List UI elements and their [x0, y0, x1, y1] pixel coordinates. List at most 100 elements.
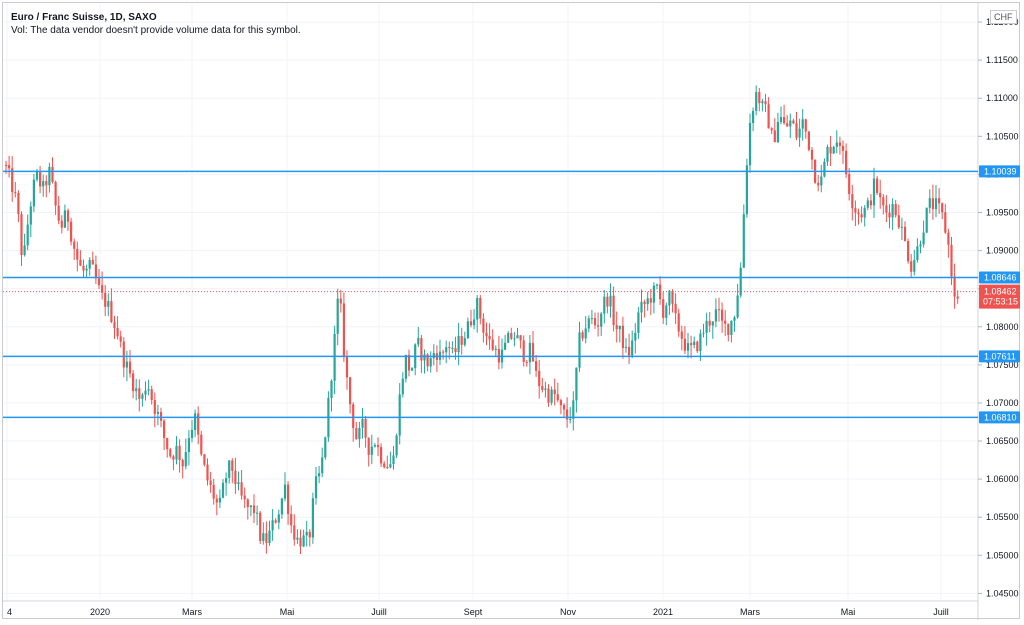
level-label-3: 1.06810 [984, 412, 1017, 422]
candle-body-233 [727, 323, 730, 335]
candle-body-121 [380, 447, 383, 464]
candle-body-58 [184, 452, 187, 467]
candle-body-259 [807, 131, 810, 150]
candlestick-chart[interactable]: 1.120001.115001.110001.105001.100001.095… [3, 3, 1021, 620]
candle-body-204 [637, 312, 640, 333]
chart-header: Euro / Franc Suisse, 1D, SAXO Vol: The d… [11, 11, 301, 37]
candle-body-112 [352, 404, 355, 429]
candle-body-145 [454, 347, 457, 353]
candle-body-169 [528, 343, 531, 363]
candle-body-193 [603, 296, 606, 314]
candle-body-157 [491, 339, 494, 350]
candle-body-153 [479, 297, 482, 319]
candle-body-40 [128, 361, 132, 374]
candle-body-122 [383, 463, 386, 468]
candle-body-304 [947, 232, 950, 245]
candle-body-218 [680, 331, 683, 339]
candle-body-8 [29, 206, 32, 225]
candle-body-221 [690, 343, 693, 346]
candle-body-217 [677, 313, 680, 332]
candle-body-125 [392, 455, 395, 465]
y-tick-label-9: 1.07500 [986, 360, 1019, 370]
level-label-bg-0 [979, 165, 1020, 178]
candle-body-265 [826, 146, 829, 162]
candle-body-49 [156, 412, 159, 414]
candle-body-18 [60, 220, 63, 228]
candle-body-197 [615, 325, 618, 330]
symbol-title[interactable]: Euro / Franc Suisse, 1D, SAXO [11, 12, 157, 23]
candle-body-303 [944, 212, 947, 233]
candle-body-161 [504, 342, 507, 350]
y-tick-label-12: 1.06000 [986, 474, 1019, 484]
candle-body-20 [66, 210, 70, 222]
candle-body-126 [395, 435, 398, 456]
candle-body-4 [17, 192, 20, 215]
candle-body-213 [665, 305, 668, 318]
candle-body-97 [305, 531, 308, 536]
candle-body-182 [569, 418, 572, 420]
candle-body-100 [314, 476, 318, 499]
candle-body-212 [662, 299, 665, 318]
candle-body-98 [308, 531, 311, 538]
candle-body-282 [879, 192, 882, 198]
candle-body-135 [423, 354, 426, 361]
x-tick-label-4: Juill [371, 607, 387, 617]
candle-body-162 [507, 333, 510, 343]
candle-body-232 [724, 320, 727, 324]
candle-body-3 [14, 192, 17, 194]
candle-body-53 [169, 449, 172, 457]
candle-body-73 [231, 460, 234, 471]
candle-body-95 [299, 537, 302, 547]
candle-body-279 [869, 200, 872, 206]
candle-body-186 [581, 332, 584, 339]
y-tick-label-3: 1.10500 [986, 131, 1019, 141]
candle-body-249 [776, 122, 779, 143]
x-tick-label-0: 4 [7, 607, 12, 617]
countdown-label: 07:53:15 [983, 297, 1018, 307]
candle-body-85 [268, 530, 271, 544]
candle-body-176 [550, 389, 553, 403]
candle-body-11 [39, 171, 42, 187]
y-tick-label-14: 1.05000 [986, 550, 1019, 560]
candle-body-252 [786, 123, 789, 127]
y-tick-label-15: 1.04500 [986, 588, 1019, 598]
candle-body-158 [494, 348, 497, 350]
candle-body-5 [20, 214, 23, 256]
candle-body-286 [891, 204, 894, 218]
candle-body-185 [578, 332, 581, 368]
candle-body-272 [848, 174, 851, 195]
candle-body-51 [163, 420, 166, 438]
candle-body-128 [401, 378, 404, 395]
candle-body-118 [370, 446, 373, 455]
x-tick-label-10: Juill [933, 607, 949, 617]
candle-body-240 [748, 122, 752, 166]
level-label-bg-3 [979, 411, 1020, 424]
candle-body-292 [910, 261, 913, 272]
candle-body-131 [411, 368, 414, 371]
candle-body-196 [612, 295, 615, 326]
candle-body-205 [640, 301, 643, 313]
candle-body-201 [628, 346, 631, 356]
level-label-bg-2 [979, 350, 1020, 363]
y-tick-label-6: 1.09000 [986, 246, 1019, 256]
candle-body-91 [287, 484, 290, 515]
candle-body-154 [482, 318, 485, 333]
candle-body-202 [631, 340, 634, 356]
candle-body-220 [686, 343, 690, 351]
candle-body-13 [45, 181, 48, 186]
candle-body-300 [934, 198, 938, 210]
candle-body-21 [70, 221, 73, 242]
candle-body-181 [566, 409, 569, 420]
candle-body-281 [876, 178, 879, 193]
candle-body-250 [779, 117, 783, 123]
candle-body-64 [203, 454, 206, 465]
currency-label[interactable]: CHF [990, 10, 1017, 24]
candle-body-30 [97, 278, 101, 286]
candle-body-183 [572, 400, 575, 419]
level-label-bg-1 [979, 271, 1020, 284]
volume-note: Vol: The data vendor doesn't provide vol… [11, 25, 301, 36]
candle-body-190 [593, 318, 597, 326]
candle-body-210 [655, 284, 659, 286]
candle-body-224 [699, 333, 702, 352]
candle-body-109 [342, 303, 345, 358]
